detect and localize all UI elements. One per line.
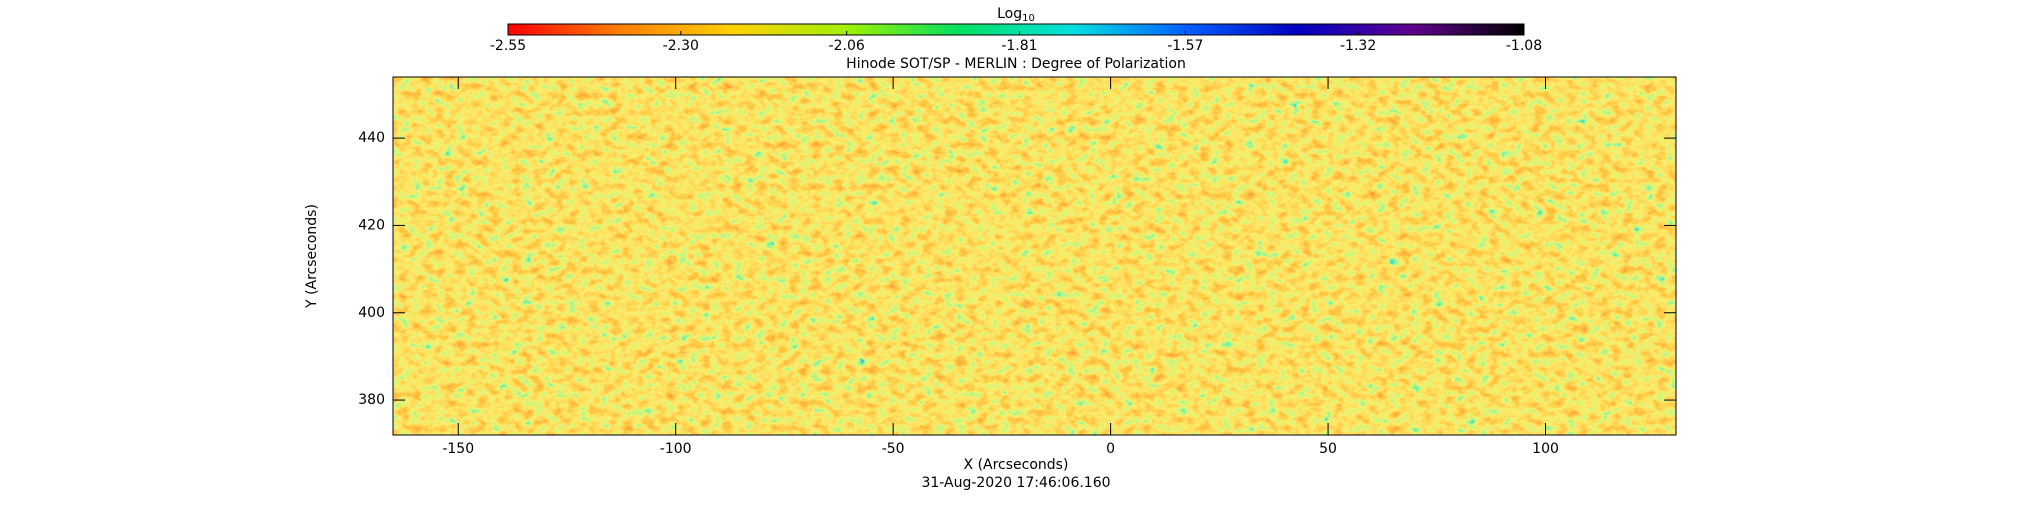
x-axis-label: X (Arcseconds) xyxy=(964,457,1069,473)
colorbar-label: Log10 xyxy=(997,6,1035,24)
y-axis-label: Y (Arcseconds) xyxy=(304,204,320,309)
x-tick-label: 100 xyxy=(1532,441,1559,457)
x-tick-label: -150 xyxy=(442,441,474,457)
plot-frame xyxy=(392,76,1677,436)
colorbar-tick-label: -2.55 xyxy=(490,38,526,54)
x-tick-label: -100 xyxy=(660,441,692,457)
y-tick-label: 420 xyxy=(358,217,385,233)
colorbar-tick-label: -2.30 xyxy=(663,38,699,54)
chart-title: Hinode SOT/SP - MERLIN : Degree of Polar… xyxy=(846,56,1186,72)
y-tick-label: 380 xyxy=(358,392,385,408)
heatmap-image xyxy=(393,77,1676,435)
footer-date: 31-Aug-2020 17:46:06.160 xyxy=(921,475,1110,491)
colorbar-tick-label: -1.08 xyxy=(1506,38,1542,54)
x-tick-label: 50 xyxy=(1319,441,1337,457)
colorbar-label-sub: 10 xyxy=(1022,13,1035,24)
colorbar-label-base: Log xyxy=(997,6,1022,22)
colorbar xyxy=(507,23,1525,36)
x-tick-label: 0 xyxy=(1106,441,1115,457)
colorbar-tick-label: -2.06 xyxy=(829,38,865,54)
y-tick-label: 400 xyxy=(358,305,385,321)
x-tick-label: -50 xyxy=(882,441,905,457)
colorbar-tick-label: -1.57 xyxy=(1167,38,1203,54)
y-tick-label: 440 xyxy=(358,130,385,146)
colorbar-tick-label: -1.81 xyxy=(1001,38,1037,54)
colorbar-tick-label: -1.32 xyxy=(1340,38,1376,54)
